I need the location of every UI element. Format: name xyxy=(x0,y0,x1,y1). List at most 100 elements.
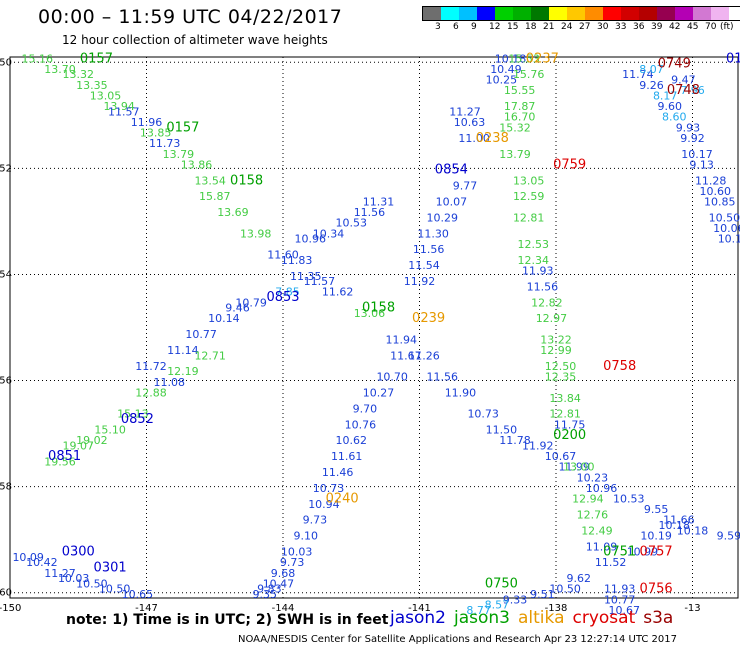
wave-height-value: 10.94 xyxy=(308,498,340,511)
wave-height-value: 13.70 xyxy=(44,63,76,76)
pass-label: 0756 xyxy=(640,582,673,597)
wave-height-value: 9.62 xyxy=(567,572,592,585)
color-swatch xyxy=(711,7,729,20)
wave-height-value: 10.50 xyxy=(549,583,581,596)
wave-height-value: 9.47 xyxy=(671,74,696,87)
wave-height-value: 13.85 xyxy=(140,127,172,140)
wave-height-value: 9.92 xyxy=(680,132,705,145)
wave-height-value: 10.50 xyxy=(709,211,740,224)
legend: jason2 jason3 altika cryosat s3a xyxy=(390,608,681,628)
wave-height-value: 13.05 xyxy=(90,89,122,102)
note-text: note: 1) Time is in UTC; 2) SWH is in fe… xyxy=(66,612,389,628)
wave-height-value: 9.68 xyxy=(271,567,296,580)
wave-height-value: 11.50 xyxy=(486,424,518,437)
wave-height-value: 16.70 xyxy=(504,111,536,124)
wave-height-value: 13.79 xyxy=(499,148,531,161)
wave-height-value: 12.97 xyxy=(536,312,568,325)
wave-height-value: 12.88 xyxy=(135,386,167,399)
pass-label: 0300 xyxy=(62,545,95,560)
wave-height-value: 12.99 xyxy=(540,344,572,357)
color-scale-label: 9 xyxy=(471,22,477,32)
wave-height-value: 15.87 xyxy=(199,190,231,203)
color-swatch xyxy=(423,7,441,20)
wave-height-value: 10.67 xyxy=(545,450,577,463)
pass-label: 0238 xyxy=(476,131,509,146)
wave-height-value: 10.67 xyxy=(609,604,641,617)
wave-height-value: 13.00 xyxy=(563,461,595,474)
color-swatch xyxy=(495,7,513,20)
wave-height-value: 11.26 xyxy=(408,349,440,362)
wave-height-value: 11.62 xyxy=(322,286,354,299)
pass-labels: 0157 0157 0158 0158 0200 0751 0750 0853 0852 0851… xyxy=(48,51,740,596)
color-scale-label: 21 xyxy=(543,22,555,32)
color-swatch xyxy=(441,7,459,20)
wave-height-value: 11.93 xyxy=(522,264,554,277)
wave-height-value: 10.29 xyxy=(427,211,459,224)
wave-height-value: 7.96 xyxy=(680,84,705,97)
wave-height-value: 12.76 xyxy=(577,508,609,521)
color-swatch xyxy=(459,7,477,20)
wave-height-value: 8.07 xyxy=(639,63,664,76)
wave-height-value: 11.54 xyxy=(408,259,440,272)
wave-height-value: 12.59 xyxy=(513,190,545,203)
wave-height-value: 9.93 xyxy=(676,121,701,134)
legend-item-altika: altika xyxy=(518,608,565,628)
wave-height-value: 8.57 xyxy=(485,599,510,612)
wave-height-value: 9.13 xyxy=(689,158,714,171)
wave-height-value: 17.87 xyxy=(504,100,536,113)
wave-height-value: 10.18 xyxy=(659,519,691,532)
wave-height-value: 10.27 xyxy=(363,386,395,399)
wave-height-value: 10.19 xyxy=(640,530,672,543)
pass-label: 0851 xyxy=(48,449,81,464)
wave-height-value: 11.60 xyxy=(267,249,299,262)
wave-height-value: 11.14 xyxy=(167,344,199,357)
wave-height-value: 11.27 xyxy=(44,567,76,580)
wave-height-value: 11.94 xyxy=(386,333,418,346)
wave-height-value: 10.73 xyxy=(467,408,499,421)
wave-height-value: 10.07 xyxy=(436,196,468,209)
wave-height-value: 10.03 xyxy=(281,546,313,559)
wave-height-value: 12.19 xyxy=(167,365,199,378)
wave-height-value: 11.90 xyxy=(445,386,477,399)
wave-height-value: 10.77 xyxy=(185,328,217,341)
wave-height-value: 11.96 xyxy=(131,116,163,129)
x-tick-label: -147 xyxy=(135,603,158,614)
pass-label: 0748 xyxy=(667,83,700,98)
wave-height-value: 13.86 xyxy=(181,158,213,171)
wave-height-value: 10.96 xyxy=(295,233,327,246)
wave-height-value: 10.96 xyxy=(586,482,618,495)
wave-height-value: 12.49 xyxy=(581,524,613,537)
wave-height-value: 11.28 xyxy=(695,174,727,187)
wave-height-value: 13.84 xyxy=(549,392,581,405)
wave-height-value: 10.23 xyxy=(577,471,609,484)
wave-height-value: 13.69 xyxy=(217,206,249,219)
wave-height-value: 10.77 xyxy=(604,593,636,606)
wave-height-points: 15.1613.7013.3213.3513.0513.9411.5711.96… xyxy=(12,52,740,617)
wave-height-value: 15.53 xyxy=(508,52,540,65)
wave-height-value: 15.76 xyxy=(513,68,545,81)
x-tick-label: -13 xyxy=(684,603,700,614)
pass-label: 0200 xyxy=(553,428,586,443)
legend-item-jason2: jason2 xyxy=(390,608,446,628)
color-scale-label: (ft) xyxy=(720,22,734,32)
color-scale-label: 15 xyxy=(507,22,519,32)
wave-height-value: 10.03 xyxy=(58,572,90,585)
wave-height-value: 11.67 xyxy=(390,349,422,362)
pass-label: 0751 xyxy=(603,545,636,560)
wave-height-value: 10.62 xyxy=(336,434,368,447)
wave-height-value: 19.56 xyxy=(44,455,76,468)
wave-height-value: 10.65 xyxy=(122,588,154,601)
color-scale-label: 12 xyxy=(489,22,501,32)
wave-height-value: 15.13 xyxy=(117,408,149,421)
pass-label: 0158 xyxy=(230,173,263,188)
color-swatch xyxy=(513,7,531,20)
plot-frame xyxy=(9,56,739,599)
x-tick-label: -150 xyxy=(0,603,21,614)
wave-height-value: 10.70 xyxy=(376,371,408,384)
wave-height-value: 12.71 xyxy=(194,349,226,362)
pass-label: 0749 xyxy=(658,57,691,72)
wave-height-value: 9.83 xyxy=(257,583,282,596)
wave-height-value: 13.06 xyxy=(354,307,386,320)
color-scale-label: 39 xyxy=(651,22,663,32)
wave-height-value: 10.18 xyxy=(495,52,527,65)
